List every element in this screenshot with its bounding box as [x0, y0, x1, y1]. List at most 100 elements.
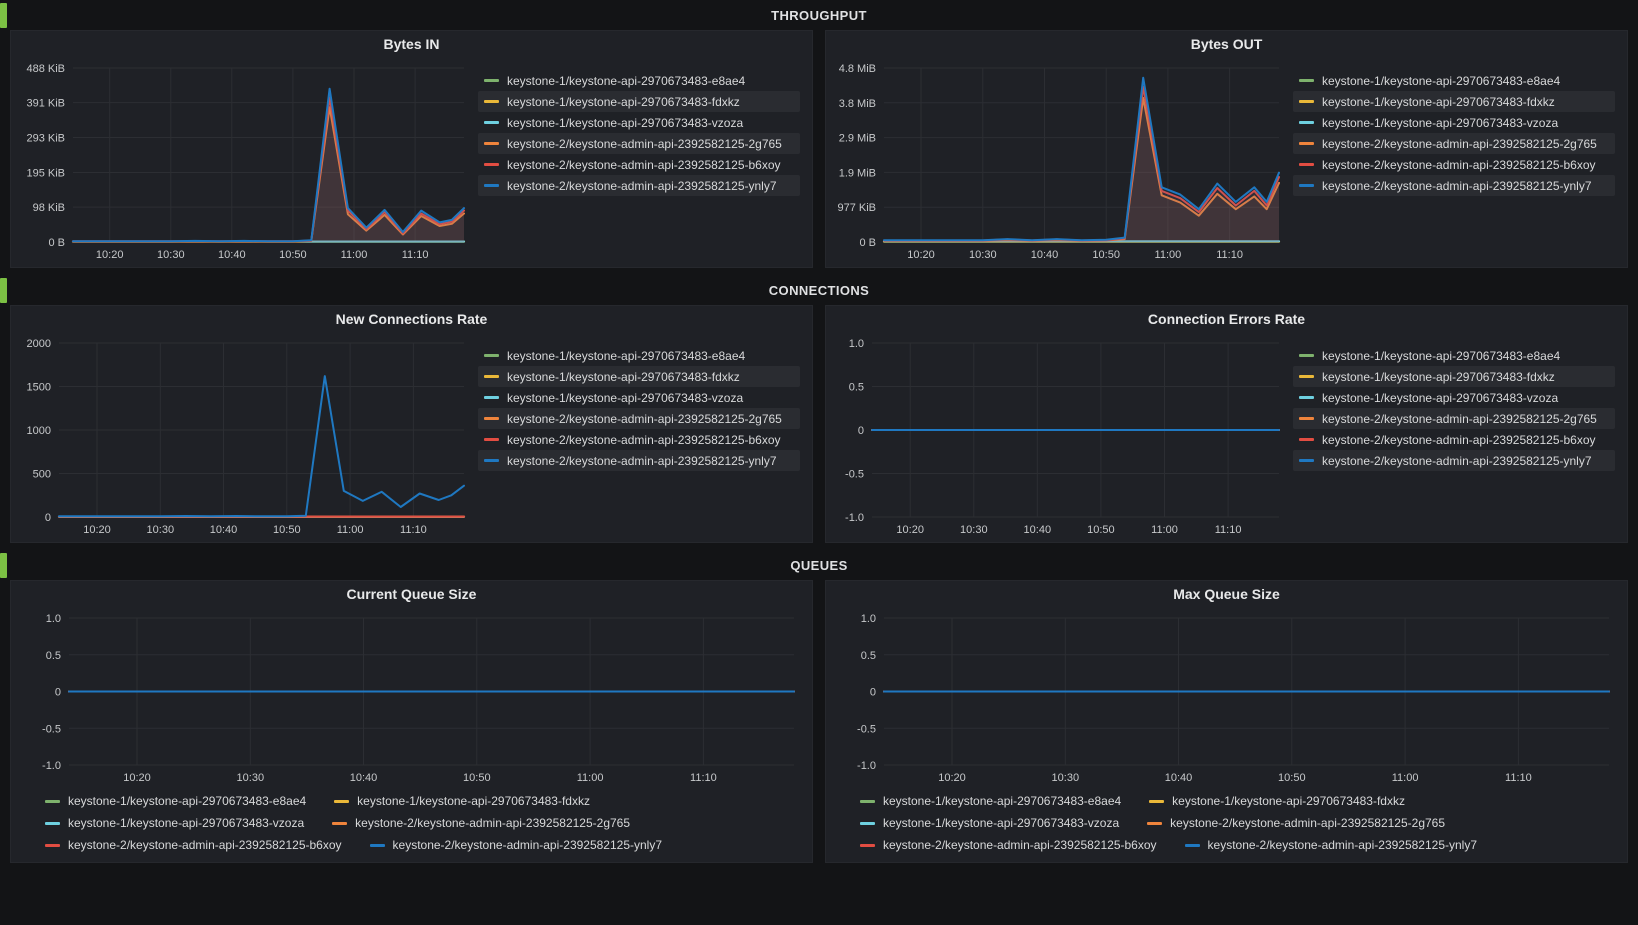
legend-bytes-out: keystone-1/keystone-api-2970673483-e8ae4…: [1289, 58, 1621, 263]
row-header-connections[interactable]: CONNECTIONS: [0, 275, 1638, 305]
legend-item[interactable]: keystone-2/keystone-admin-api-2392582125…: [1293, 154, 1615, 175]
timeseries-plot[interactable]: -1.0 -0.5 0 0.5 1.0 10:20 10:30 10:40 10:50 11:00…: [832, 608, 1619, 786]
legend-series-swatch: [484, 417, 499, 420]
legend-item[interactable]: keystone-1/keystone-api-2970673483-e8ae4: [1293, 70, 1615, 91]
svg-text:-0.5: -0.5: [845, 469, 864, 481]
legend-item[interactable]: keystone-2/keystone-admin-api-2392582125…: [332, 812, 630, 834]
legend-item[interactable]: keystone-2/keystone-admin-api-2392582125…: [1147, 812, 1445, 834]
legend-item[interactable]: keystone-1/keystone-api-2970673483-fdxkz: [478, 91, 800, 112]
legend-item[interactable]: keystone-2/keystone-admin-api-2392582125…: [860, 834, 1157, 856]
legend-item[interactable]: keystone-1/keystone-api-2970673483-e8ae4: [45, 790, 306, 812]
legend-item[interactable]: keystone-1/keystone-api-2970673483-e8ae4: [478, 345, 800, 366]
svg-text:0 B: 0 B: [48, 237, 65, 249]
chart-bytes-in[interactable]: 0 B 98 KiB 195 KiB 293 KiB 391 KiB 488 KiB 10:…: [13, 58, 474, 263]
svg-text:1.0: 1.0: [861, 613, 876, 625]
legend-item[interactable]: keystone-1/keystone-api-2970673483-fdxkz: [478, 366, 800, 387]
legend-item[interactable]: keystone-2/keystone-admin-api-2392582125…: [478, 133, 800, 154]
legend-series-swatch: [369, 843, 385, 847]
svg-text:11:00: 11:00: [341, 249, 368, 261]
panel-title-max-queue-size[interactable]: Max Queue Size: [1173, 586, 1280, 602]
svg-text:391 KiB: 391 KiB: [26, 98, 65, 110]
legend-item[interactable]: keystone-2/keystone-admin-api-2392582125…: [1293, 175, 1615, 196]
chart-new-connections-rate[interactable]: 0 500 1000 1500 2000 10:20 10:30 10:40 10:50 11:0…: [13, 333, 474, 538]
chart-connection-errors-rate[interactable]: -1.0 -0.5 0 0.5 1.0 10:20 10:30 10:40 10:50 11:00…: [828, 333, 1289, 538]
timeseries-plot[interactable]: -1.0 -0.5 0 0.5 1.0 10:20 10:30 10:40 10:50 11:00…: [17, 608, 804, 786]
legend-series-name: keystone-2/keystone-admin-api-2392582125…: [1322, 453, 1592, 468]
legend-series-swatch: [45, 843, 60, 847]
timeseries-plot[interactable]: -1.0 -0.5 0 0.5 1.0 10:20 10:30 10:40 10:50 11:00…: [828, 333, 1289, 538]
legend-series-name: keystone-2/keystone-admin-api-2392582125…: [1207, 838, 1478, 852]
legend-item[interactable]: keystone-1/keystone-api-2970673483-vzoza: [1293, 112, 1615, 133]
legend-item[interactable]: keystone-2/keystone-admin-api-2392582125…: [478, 450, 800, 471]
legend-item[interactable]: keystone-2/keystone-admin-api-2392582125…: [478, 154, 800, 175]
svg-text:10:50: 10:50: [1087, 524, 1115, 536]
chart-bytes-out[interactable]: 0 B 977 KiB 1.9 MiB 2.9 MiB 3.8 MiB 4.8 MiB 10…: [828, 58, 1289, 263]
row-collapse-indicator[interactable]: [0, 553, 7, 578]
timeseries-plot[interactable]: 0 B 977 KiB 1.9 MiB 2.9 MiB 3.8 MiB 4.8 MiB 10…: [828, 58, 1289, 263]
legend-item[interactable]: keystone-1/keystone-api-2970673483-vzoza: [478, 387, 800, 408]
legend-item[interactable]: keystone-1/keystone-api-2970673483-fdxkz: [1293, 91, 1615, 112]
legend-series-name: keystone-2/keystone-admin-api-2392582125…: [1322, 157, 1596, 172]
panel-title-new-connections-rate[interactable]: New Connections Rate: [335, 311, 488, 327]
svg-text:11:00: 11:00: [1392, 772, 1419, 784]
svg-text:11:10: 11:10: [402, 249, 429, 261]
legend-series-name: keystone-2/keystone-admin-api-2392582125…: [507, 178, 777, 193]
grafana-dashboard: THROUGHPUT Bytes IN 0 B 98 KiB 195 KiB 293 …: [0, 0, 1638, 863]
row-collapse-indicator[interactable]: [0, 3, 7, 28]
legend-series-name: keystone-2/keystone-admin-api-2392582125…: [1322, 178, 1592, 193]
panel-title-current-queue-size[interactable]: Current Queue Size: [346, 586, 477, 602]
legend-series-name: keystone-2/keystone-admin-api-2392582125…: [507, 411, 782, 426]
svg-text:0 B: 0 B: [859, 237, 876, 249]
chart-current-queue-size[interactable]: -1.0 -0.5 0 0.5 1.0 10:20 10:30 10:40 10:50 11:00…: [17, 608, 804, 786]
legend-series-swatch: [484, 79, 499, 82]
legend-item[interactable]: keystone-2/keystone-admin-api-2392582125…: [369, 834, 662, 856]
legend-series-swatch: [45, 799, 60, 803]
svg-text:10:20: 10:20: [96, 249, 124, 261]
panel-title-bytes-out[interactable]: Bytes OUT: [1190, 36, 1263, 52]
legend-bytes-in: keystone-1/keystone-api-2970673483-e8ae4…: [474, 58, 806, 263]
legend-series-swatch: [484, 459, 499, 462]
legend-item[interactable]: keystone-2/keystone-admin-api-2392582125…: [1293, 133, 1615, 154]
legend-series-name: keystone-1/keystone-api-2970673483-vzoza: [1322, 115, 1559, 130]
legend-item[interactable]: keystone-2/keystone-admin-api-2392582125…: [1184, 834, 1478, 856]
timeseries-plot[interactable]: 0 500 1000 1500 2000 10:20 10:30 10:40 10:50 11:0…: [13, 333, 474, 538]
legend-item[interactable]: keystone-2/keystone-admin-api-2392582125…: [45, 834, 342, 856]
row-header-queues[interactable]: QUEUES: [0, 550, 1638, 580]
legend-max-queue-size: keystone-1/keystone-api-2970673483-e8ae4…: [832, 786, 1619, 856]
legend-item[interactable]: keystone-1/keystone-api-2970673483-e8ae4: [1293, 345, 1615, 366]
legend-item[interactable]: keystone-2/keystone-admin-api-2392582125…: [478, 408, 800, 429]
svg-text:500: 500: [33, 469, 51, 481]
legend-item[interactable]: keystone-1/keystone-api-2970673483-fdxkz: [334, 790, 590, 812]
legend-item[interactable]: keystone-2/keystone-admin-api-2392582125…: [478, 175, 800, 196]
row-header-throughput[interactable]: THROUGHPUT: [0, 0, 1638, 30]
legend-series-name: keystone-2/keystone-admin-api-2392582125…: [507, 136, 782, 151]
legend-item[interactable]: keystone-2/keystone-admin-api-2392582125…: [1293, 429, 1615, 450]
row-panels-queues: Current Queue Size -1.0 -0.5 0 0.5 1.0 10:20 1…: [0, 580, 1638, 863]
svg-text:-1.0: -1.0: [845, 512, 864, 524]
legend-item[interactable]: keystone-1/keystone-api-2970673483-fdxkz: [1293, 366, 1615, 387]
legend-item[interactable]: keystone-1/keystone-api-2970673483-vzoza: [478, 112, 800, 133]
svg-text:0: 0: [45, 512, 51, 524]
legend-item[interactable]: keystone-2/keystone-admin-api-2392582125…: [478, 429, 800, 450]
panel-title-bytes-in[interactable]: Bytes IN: [383, 36, 440, 52]
legend-item[interactable]: keystone-1/keystone-api-2970673483-e8ae4: [478, 70, 800, 91]
legend-item[interactable]: keystone-1/keystone-api-2970673483-e8ae4: [860, 790, 1121, 812]
legend-series-swatch: [860, 821, 875, 825]
row-collapse-indicator[interactable]: [0, 278, 7, 303]
legend-series-name: keystone-1/keystone-api-2970673483-fdxkz: [1172, 794, 1405, 808]
legend-item[interactable]: keystone-1/keystone-api-2970673483-vzoza: [860, 812, 1119, 834]
row-title: THROUGHPUT: [771, 7, 867, 23]
legend-item[interactable]: keystone-2/keystone-admin-api-2392582125…: [1293, 408, 1615, 429]
svg-text:10:50: 10:50: [1278, 772, 1306, 784]
legend-series-name: keystone-2/keystone-admin-api-2392582125…: [1322, 411, 1597, 426]
legend-item[interactable]: keystone-1/keystone-api-2970673483-fdxkz: [1149, 790, 1405, 812]
legend-item[interactable]: keystone-1/keystone-api-2970673483-vzoza: [1293, 387, 1615, 408]
timeseries-plot[interactable]: 0 B 98 KiB 195 KiB 293 KiB 391 KiB 488 KiB 10:…: [13, 58, 474, 263]
legend-series-name: keystone-1/keystone-api-2970673483-fdxkz: [507, 369, 740, 384]
panel-title-connection-errors-rate[interactable]: Connection Errors Rate: [1147, 311, 1306, 327]
legend-series-swatch: [484, 438, 499, 441]
chart-max-queue-size[interactable]: -1.0 -0.5 0 0.5 1.0 10:20 10:30 10:40 10:50 11:00…: [832, 608, 1619, 786]
panel-bytes-out: Bytes OUT 0 B 977 KiB 1.9 MiB 2.9 MiB 3.8 Mi…: [825, 30, 1628, 268]
legend-item[interactable]: keystone-2/keystone-admin-api-2392582125…: [1293, 450, 1615, 471]
legend-item[interactable]: keystone-1/keystone-api-2970673483-vzoza: [45, 812, 304, 834]
